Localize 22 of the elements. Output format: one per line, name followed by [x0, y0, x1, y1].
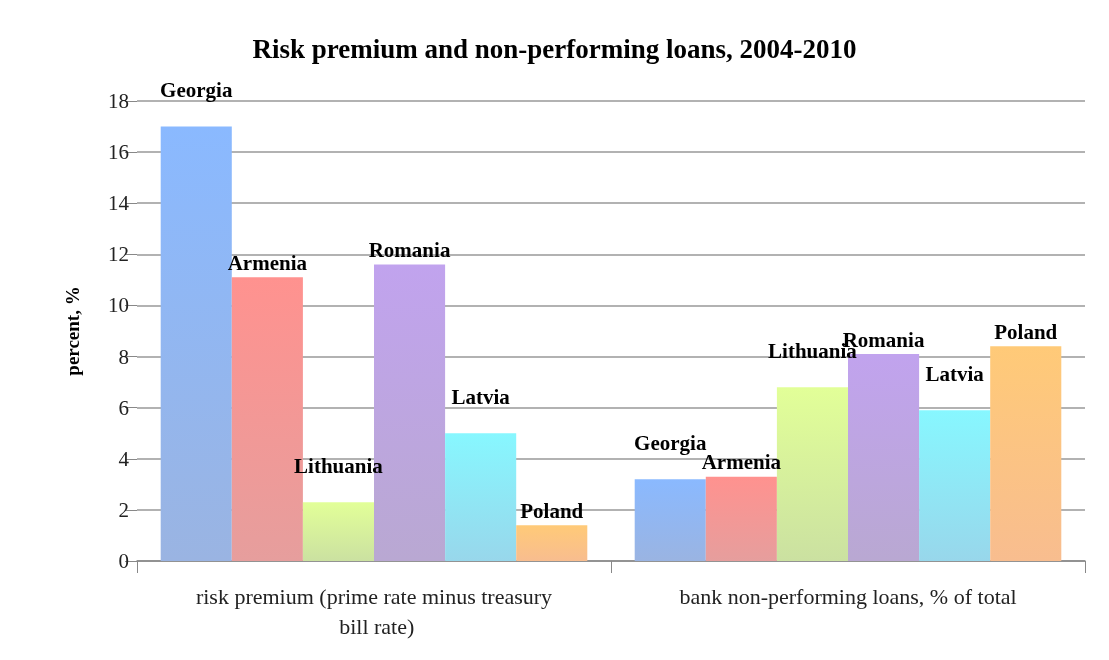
y-tick-label: 14 — [108, 191, 130, 216]
y-tick-label: 4 — [118, 446, 130, 471]
text: Lithuania — [294, 453, 383, 478]
y-tick-label: 12 — [108, 242, 129, 267]
y-axis-title: percent, % — [62, 286, 83, 376]
y-tick-label: 0 — [118, 549, 129, 573]
series-label: Romania — [368, 238, 451, 263]
y-tick-label: 18 — [108, 89, 129, 113]
y-tick-label: 2 — [118, 497, 129, 522]
x-tick-label: bank non-performing loans, % of total — [679, 583, 1017, 609]
text: Latvia — [925, 361, 984, 386]
y-tick-label: 6 — [118, 395, 129, 420]
y-tick-label: 8 — [118, 344, 129, 369]
y-tick-label: 16 — [108, 140, 129, 165]
text: Poland — [994, 319, 1058, 344]
text: Armenia — [227, 250, 308, 275]
series-label: Poland — [520, 498, 584, 523]
series-label: Latvia — [451, 384, 511, 409]
x-tick-label: risk premium (prime rate minus treasury bill rate) — [195, 583, 553, 639]
legend-label: Georgia — [160, 78, 233, 103]
chart-title: Risk premium and non-performing loans, 2004-2010 — [252, 33, 857, 64]
y-tick-label: 10 — [108, 293, 129, 318]
